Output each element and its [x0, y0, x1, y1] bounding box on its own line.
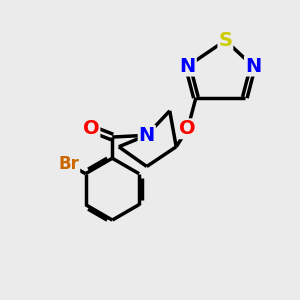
Text: N: N [180, 57, 196, 76]
Text: O: O [83, 119, 99, 138]
Text: N: N [139, 126, 155, 145]
Text: S: S [218, 31, 233, 50]
Text: N: N [245, 57, 261, 76]
Text: O: O [179, 119, 196, 138]
Text: Br: Br [58, 155, 80, 173]
